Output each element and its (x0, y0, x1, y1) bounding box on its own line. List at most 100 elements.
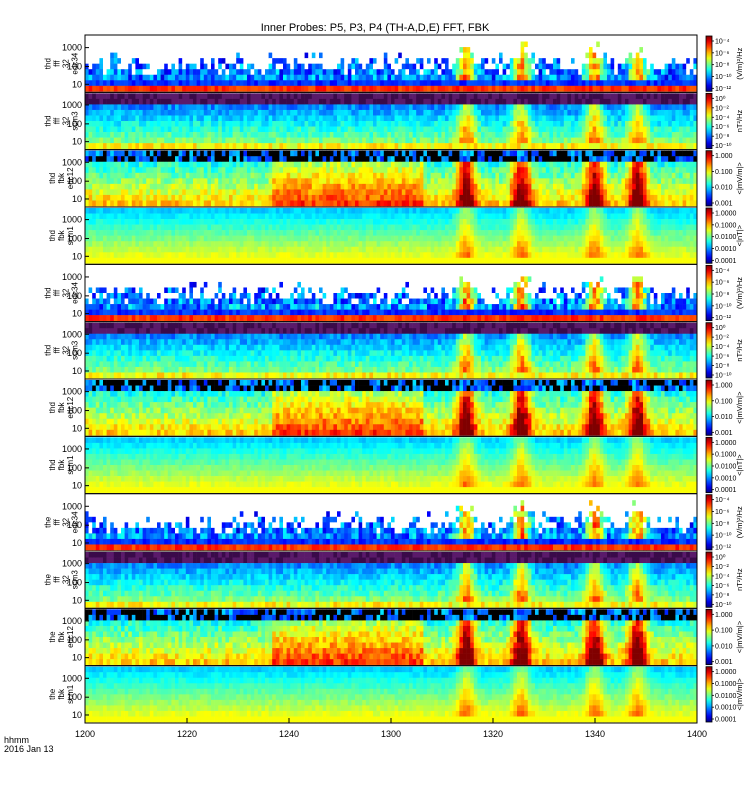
spectrogram-cell (607, 137, 611, 144)
spectrogram-cell (117, 167, 122, 174)
spectrogram-cell (286, 194, 291, 201)
spectrogram-cell (85, 167, 89, 174)
panel-label: scm3 (71, 111, 80, 131)
spectrogram-cell (394, 183, 399, 190)
spectrogram-cell (232, 189, 237, 196)
spectrogram-cell (113, 156, 118, 163)
spectrogram-cell (391, 200, 395, 207)
spectrogram-cell (427, 178, 431, 185)
spectrogram-cell (596, 52, 601, 59)
spectrogram-cell (527, 189, 532, 196)
spectrogram-cell (563, 47, 568, 53)
spectrogram-cell (340, 143, 345, 149)
spectrogram-cell (553, 194, 557, 201)
spectrogram-cell (110, 85, 115, 92)
spectrogram-cell (355, 74, 359, 81)
spectrogram-cell (571, 58, 575, 64)
spectrogram-cell (175, 126, 179, 133)
spectrogram-cell (225, 36, 230, 42)
spectrogram-cell (470, 36, 475, 42)
spectrogram-cell (693, 104, 698, 111)
spectrogram-cell (113, 200, 118, 207)
spectrogram-cell (589, 143, 593, 149)
spectrogram-cell (549, 47, 554, 53)
colorbar (705, 92, 713, 150)
spectrogram-cell (250, 189, 255, 196)
spectrogram-cell (124, 178, 129, 185)
spectrogram-cell (329, 194, 334, 201)
spectrogram-cell (441, 137, 446, 144)
spectrogram-cell (581, 104, 586, 111)
spectrogram-cell (387, 167, 392, 174)
spectrogram-cell (225, 93, 230, 100)
spectrogram-cell (506, 98, 511, 105)
spectrogram-cell (257, 63, 262, 70)
spectrogram-cell (149, 150, 154, 157)
spectrogram-cell (373, 150, 377, 157)
spectrogram-cell (499, 178, 503, 185)
spectrogram-cell (362, 80, 367, 87)
spectrogram-cell (283, 200, 287, 207)
spectrogram-cell (373, 200, 377, 207)
spectrogram-cell (581, 178, 586, 185)
spectrogram-cell (538, 189, 543, 196)
spectrogram-cell (513, 178, 518, 185)
spectrogram-cell (243, 41, 248, 48)
y-tick-label: 10 (72, 79, 82, 89)
spectrogram-cell (135, 189, 140, 196)
spectrogram-cell (261, 200, 266, 207)
spectrogram-cell (232, 47, 237, 53)
spectrogram-cell (581, 189, 586, 196)
spectrogram-cell (268, 115, 273, 122)
spectrogram-cell (567, 47, 572, 53)
spectrogram-cell (427, 93, 431, 100)
spectrogram-cell (409, 63, 413, 70)
spectrogram-cell (405, 200, 410, 207)
spectrogram-cell (257, 121, 262, 127)
spectrogram-cell (614, 167, 619, 174)
spectrogram-cell (668, 63, 673, 70)
spectrogram-cell (329, 115, 334, 122)
spectrogram-cell (207, 150, 212, 157)
spectrogram-cell (268, 121, 273, 127)
spectrogram-cell (639, 167, 644, 174)
spectrogram-cell (229, 85, 233, 92)
spectrogram-cell (556, 167, 561, 174)
spectrogram-cell (347, 109, 352, 116)
spectrogram-cell (358, 36, 363, 42)
spectrogram-cell (470, 178, 475, 185)
spectrogram-cell (682, 63, 687, 70)
spectrogram-cell (117, 85, 122, 92)
spectrogram-cell (243, 47, 248, 53)
spectrogram-cell (607, 58, 611, 64)
spectrogram-cell (628, 98, 633, 105)
spectrogram-cell (92, 143, 97, 149)
spectrogram-cell (175, 47, 179, 53)
spectrogram-cell (693, 36, 698, 42)
spectrogram-cell (517, 58, 521, 64)
spectrogram-cell (340, 194, 345, 201)
spectrogram-cell (293, 74, 298, 81)
spectrogram-cell (214, 47, 219, 53)
spectrogram-cell (675, 132, 680, 138)
spectrogram-cell (535, 189, 539, 196)
spectrogram-cell (585, 183, 590, 190)
spectrogram-cell (506, 115, 511, 122)
spectrogram-cell (275, 137, 280, 144)
spectrogram-cell (254, 52, 259, 59)
spectrogram-cell (466, 178, 471, 185)
spectrogram-cell (337, 85, 341, 92)
spectrogram-cell (524, 98, 529, 105)
spectrogram-cell (301, 36, 305, 42)
spectrogram-cell (650, 63, 655, 70)
spectrogram-cell (455, 104, 460, 111)
spectrogram-cell (214, 36, 219, 42)
spectrogram-cell (214, 93, 219, 100)
spectrogram-cell (405, 150, 410, 157)
spectrogram-cell (95, 69, 100, 76)
spectrogram-cell (268, 36, 273, 42)
spectrogram-cell (481, 183, 485, 190)
spectrogram-cell (441, 150, 446, 157)
spectrogram-cell (279, 200, 284, 207)
spectrogram-cell (139, 183, 143, 190)
